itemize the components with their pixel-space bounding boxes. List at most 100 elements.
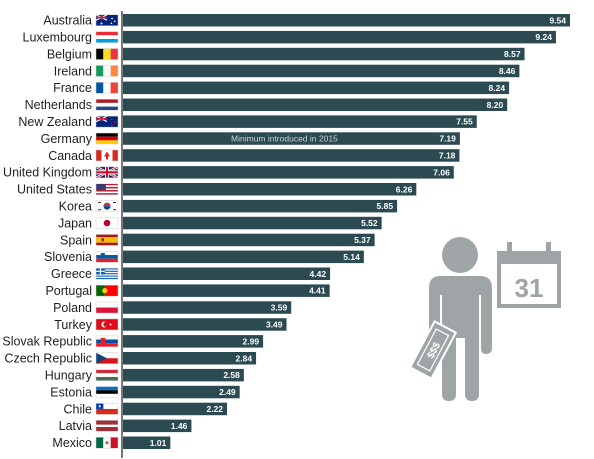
calendar-icon: 31 <box>497 242 561 308</box>
bar-france <box>123 81 510 95</box>
country-label-chile: Chile <box>64 402 93 416</box>
value-label-greece: 4.42 <box>310 269 327 279</box>
australia-flag-icon <box>95 14 119 26</box>
bar-estonia <box>123 385 240 399</box>
value-label-chile: 2.22 <box>206 404 223 414</box>
value-label-estonia: 2.49 <box>219 387 236 397</box>
value-label-hungary: 2.58 <box>223 370 240 380</box>
value-label-united-kingdom: 7.06 <box>433 167 450 177</box>
country-label-slovak-republic: Slovak Republic <box>2 335 92 349</box>
country-label-united-kingdom: United Kingdom <box>3 166 92 180</box>
latvia-flag-icon <box>95 420 119 432</box>
germany-flag-icon <box>95 132 119 145</box>
value-label-turkey: 3.49 <box>266 319 283 329</box>
white-patch <box>355 268 375 284</box>
bar-germany <box>123 132 460 145</box>
bar-turkey <box>123 318 287 331</box>
country-label-france: France <box>53 81 92 95</box>
value-label-ireland: 8.46 <box>499 66 516 76</box>
bar-greece <box>123 267 331 280</box>
hungary-flag-icon <box>95 369 119 381</box>
country-label-spain: Spain <box>60 233 92 247</box>
chart-rows: Australia 9.54 Luxembourg 9.24 Belgium 8.57 Ir… <box>2 14 570 450</box>
bar-slovak-republic <box>123 335 264 348</box>
spain-flag-icon <box>95 234 119 246</box>
bar-chile <box>123 402 228 416</box>
country-label-korea: Korea <box>59 199 92 213</box>
bar-latvia <box>123 419 192 433</box>
japan-flag-icon <box>95 217 119 229</box>
turkey-flag-icon <box>95 318 119 331</box>
czech-republic-flag-icon <box>95 352 119 364</box>
bar-korea <box>123 199 398 213</box>
united-states-flag-icon <box>95 183 119 195</box>
value-label-poland: 3.59 <box>271 303 288 313</box>
value-label-france: 8.24 <box>489 83 506 93</box>
bar-united-kingdom <box>123 166 454 179</box>
estonia-flag-icon <box>95 386 119 398</box>
value-label-netherlands: 8.20 <box>487 100 504 110</box>
value-label-luxembourg: 9.24 <box>535 32 552 42</box>
value-label-korea: 5.85 <box>377 201 394 211</box>
chile-flag-icon <box>95 403 119 415</box>
country-label-slovenia: Slovenia <box>44 250 92 264</box>
country-label-united-states: United States <box>17 183 92 197</box>
greece-flag-icon <box>95 268 119 280</box>
country-label-belgium: Belgium <box>47 47 92 61</box>
slovak-republic-flag-icon <box>95 335 119 348</box>
value-label-latvia: 1.46 <box>171 421 188 431</box>
country-label-greece: Greece <box>51 267 92 281</box>
ireland-flag-icon <box>95 65 119 77</box>
value-label-united-states: 6.26 <box>396 184 413 194</box>
country-label-ireland: Ireland <box>54 64 92 78</box>
value-label-slovenia: 5.14 <box>343 252 360 262</box>
country-label-mexico: Mexico <box>52 436 92 450</box>
bar-australia <box>123 14 570 27</box>
bar-mexico <box>123 436 171 449</box>
bar-slovenia <box>123 250 364 264</box>
canada-flag-icon <box>95 149 119 162</box>
united-kingdom-flag-icon <box>95 165 119 179</box>
bar-spain <box>123 233 375 247</box>
bar-czech-republic <box>123 352 257 365</box>
value-label-mexico: 1.01 <box>150 438 167 448</box>
value-label-belgium: 8.57 <box>504 49 521 59</box>
netherlands-flag-icon <box>95 99 119 111</box>
banknote-icon: $$$ <box>408 320 458 380</box>
country-label-new-zealand: New Zealand <box>18 115 92 129</box>
country-label-canada: Canada <box>48 149 92 163</box>
country-label-portugal: Portugal <box>45 284 92 298</box>
person-icon <box>429 237 492 401</box>
value-label-canada: 7.18 <box>439 150 456 160</box>
poland-flag-icon <box>95 301 119 314</box>
bar-united-states <box>123 183 417 196</box>
value-label-australia: 9.54 <box>549 15 566 25</box>
country-label-australia: Australia <box>43 14 92 28</box>
worker-illustration: $$$ 31 <box>408 237 561 401</box>
value-label-slovak-republic: 2.99 <box>243 336 260 346</box>
country-label-germany: Germany <box>41 132 93 146</box>
slovenia-flag-icon <box>95 251 119 263</box>
country-label-luxembourg: Luxembourg <box>23 30 93 44</box>
value-label-japan: 5.52 <box>361 218 378 228</box>
luxembourg-flag-icon <box>95 31 119 43</box>
bar-ireland <box>123 64 520 78</box>
value-label-germany: 7.19 <box>439 134 456 144</box>
bar-portugal <box>123 284 330 297</box>
bar-netherlands <box>123 98 508 111</box>
bar-hungary <box>123 368 244 382</box>
value-label-portugal: 4.41 <box>309 286 326 296</box>
country-label-turkey: Turkey <box>54 318 92 332</box>
portugal-flag-icon <box>95 284 119 297</box>
new-zealand-flag-icon <box>95 115 119 128</box>
france-flag-icon <box>95 82 119 94</box>
country-label-czech-republic: Czech Republic <box>4 352 92 366</box>
germany-annotation: Minimum introduced in 2015 <box>231 134 338 144</box>
bar-new-zealand <box>123 115 477 128</box>
country-label-estonia: Estonia <box>50 385 92 399</box>
value-label-czech-republic: 2.84 <box>236 353 253 363</box>
country-label-japan: Japan <box>58 216 92 230</box>
bar-japan <box>123 216 382 230</box>
country-label-poland: Poland <box>53 301 92 315</box>
country-label-hungary: Hungary <box>45 368 93 382</box>
